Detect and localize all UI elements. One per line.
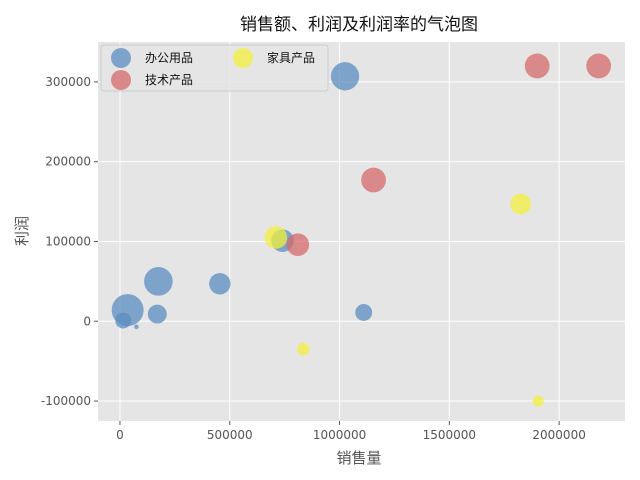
x-axis-title: 销售量 [336,449,381,467]
legend-label: 家具产品 [267,50,315,65]
bubble-point [286,233,310,256]
bubble-points [111,53,612,407]
bubble-point [134,324,139,330]
y-tick-label: 100000 [45,234,91,248]
y-tick-label: 0 [83,314,91,328]
legend-label: 办公用品 [145,50,193,65]
legend-marker [111,70,131,90]
legend-label: 技术产品 [145,73,193,87]
y-tick-label: -100000 [41,394,91,408]
bubble-point [524,53,550,79]
bubble-point [264,226,288,249]
legend-marker [233,48,253,68]
bubble-point [297,342,310,356]
bubble-point [147,304,167,324]
y-tick-label: 200000 [45,155,91,169]
x-tick-label: 1000000 [313,428,366,442]
x-tick-label: 2000000 [532,428,585,442]
bubble-point [532,395,544,407]
bubble-point [510,193,532,215]
x-tick-label: 500000 [207,428,253,442]
tick-labels: 0 500000 1000000 1500000 2000000 -100000 0 1000… [41,75,586,442]
bubble-point [586,53,612,79]
bubble-point [361,167,386,193]
plot-area [98,42,625,421]
chart-title: 销售额、利润及利润率的气泡图 [240,15,478,35]
y-tick-label: 300000 [45,75,91,89]
bubble-point [330,62,360,91]
bubble-point [209,273,231,295]
bubble-point [355,304,373,321]
legend-box [100,44,329,92]
y-axis-title: 利润 [13,216,31,246]
x-tick-label: 0 [116,428,124,442]
bubble-point [144,267,173,296]
legend-marker [111,48,131,68]
x-tick-label: 1500000 [423,428,476,442]
grid-lines [98,42,625,421]
bubble-point [111,294,144,327]
